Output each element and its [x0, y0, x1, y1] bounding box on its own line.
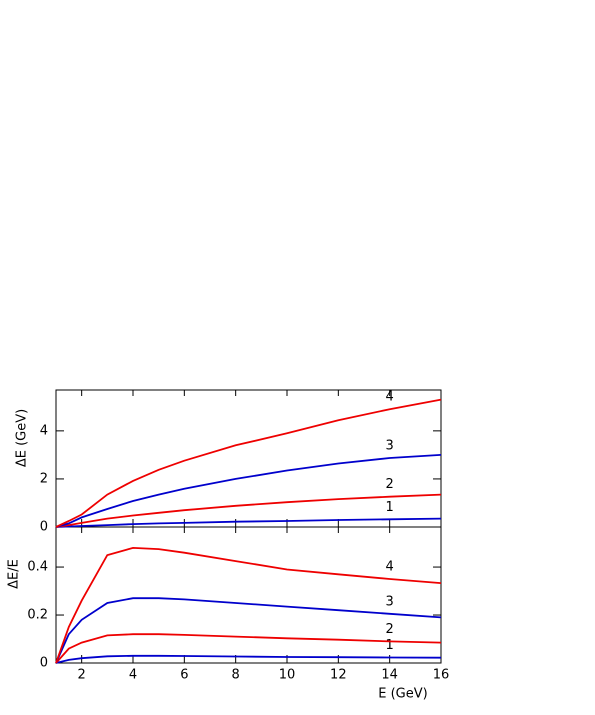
curve [55, 597, 442, 664]
y-tick-label: 0.2 [27, 608, 48, 623]
curve [55, 493, 442, 528]
curve [55, 546, 442, 664]
curve-label: 4 [386, 560, 394, 575]
x-axis-label: E (GeV) [378, 687, 427, 702]
curve [55, 454, 442, 528]
curve [55, 654, 442, 664]
x-tick-label: 2 [78, 668, 86, 683]
curve-label: 3 [386, 594, 394, 609]
x-tick-label: 8 [232, 668, 240, 683]
curve-label: 2 [386, 477, 394, 492]
curve [55, 398, 442, 528]
curve-label: 4 [386, 390, 394, 405]
x-tick-label: 16 [433, 668, 450, 683]
curve-label: 2 [386, 622, 394, 637]
curve [55, 517, 442, 528]
x-tick-label: 10 [279, 668, 296, 683]
y-tick-label: 0 [40, 656, 48, 671]
y-tick-label: 0.4 [27, 560, 48, 575]
x-tick-label: 4 [129, 668, 137, 683]
curve-label: 3 [386, 439, 394, 454]
bottom-frame [55, 526, 442, 664]
curve [55, 633, 442, 664]
x-tick-label: 12 [330, 668, 347, 683]
curve-label: 1 [386, 500, 394, 515]
y-tick-label: 2 [40, 471, 48, 486]
y-tick-label: 4 [40, 423, 48, 438]
y-tick-label: 0 [40, 520, 48, 535]
y-axis-label: ΔE/E [7, 559, 22, 589]
x-tick-label: 6 [180, 668, 188, 683]
x-tick-label: 14 [381, 668, 398, 683]
y-axis-label: ΔE (GeV) [15, 409, 30, 467]
curve-label: 1 [386, 638, 394, 653]
